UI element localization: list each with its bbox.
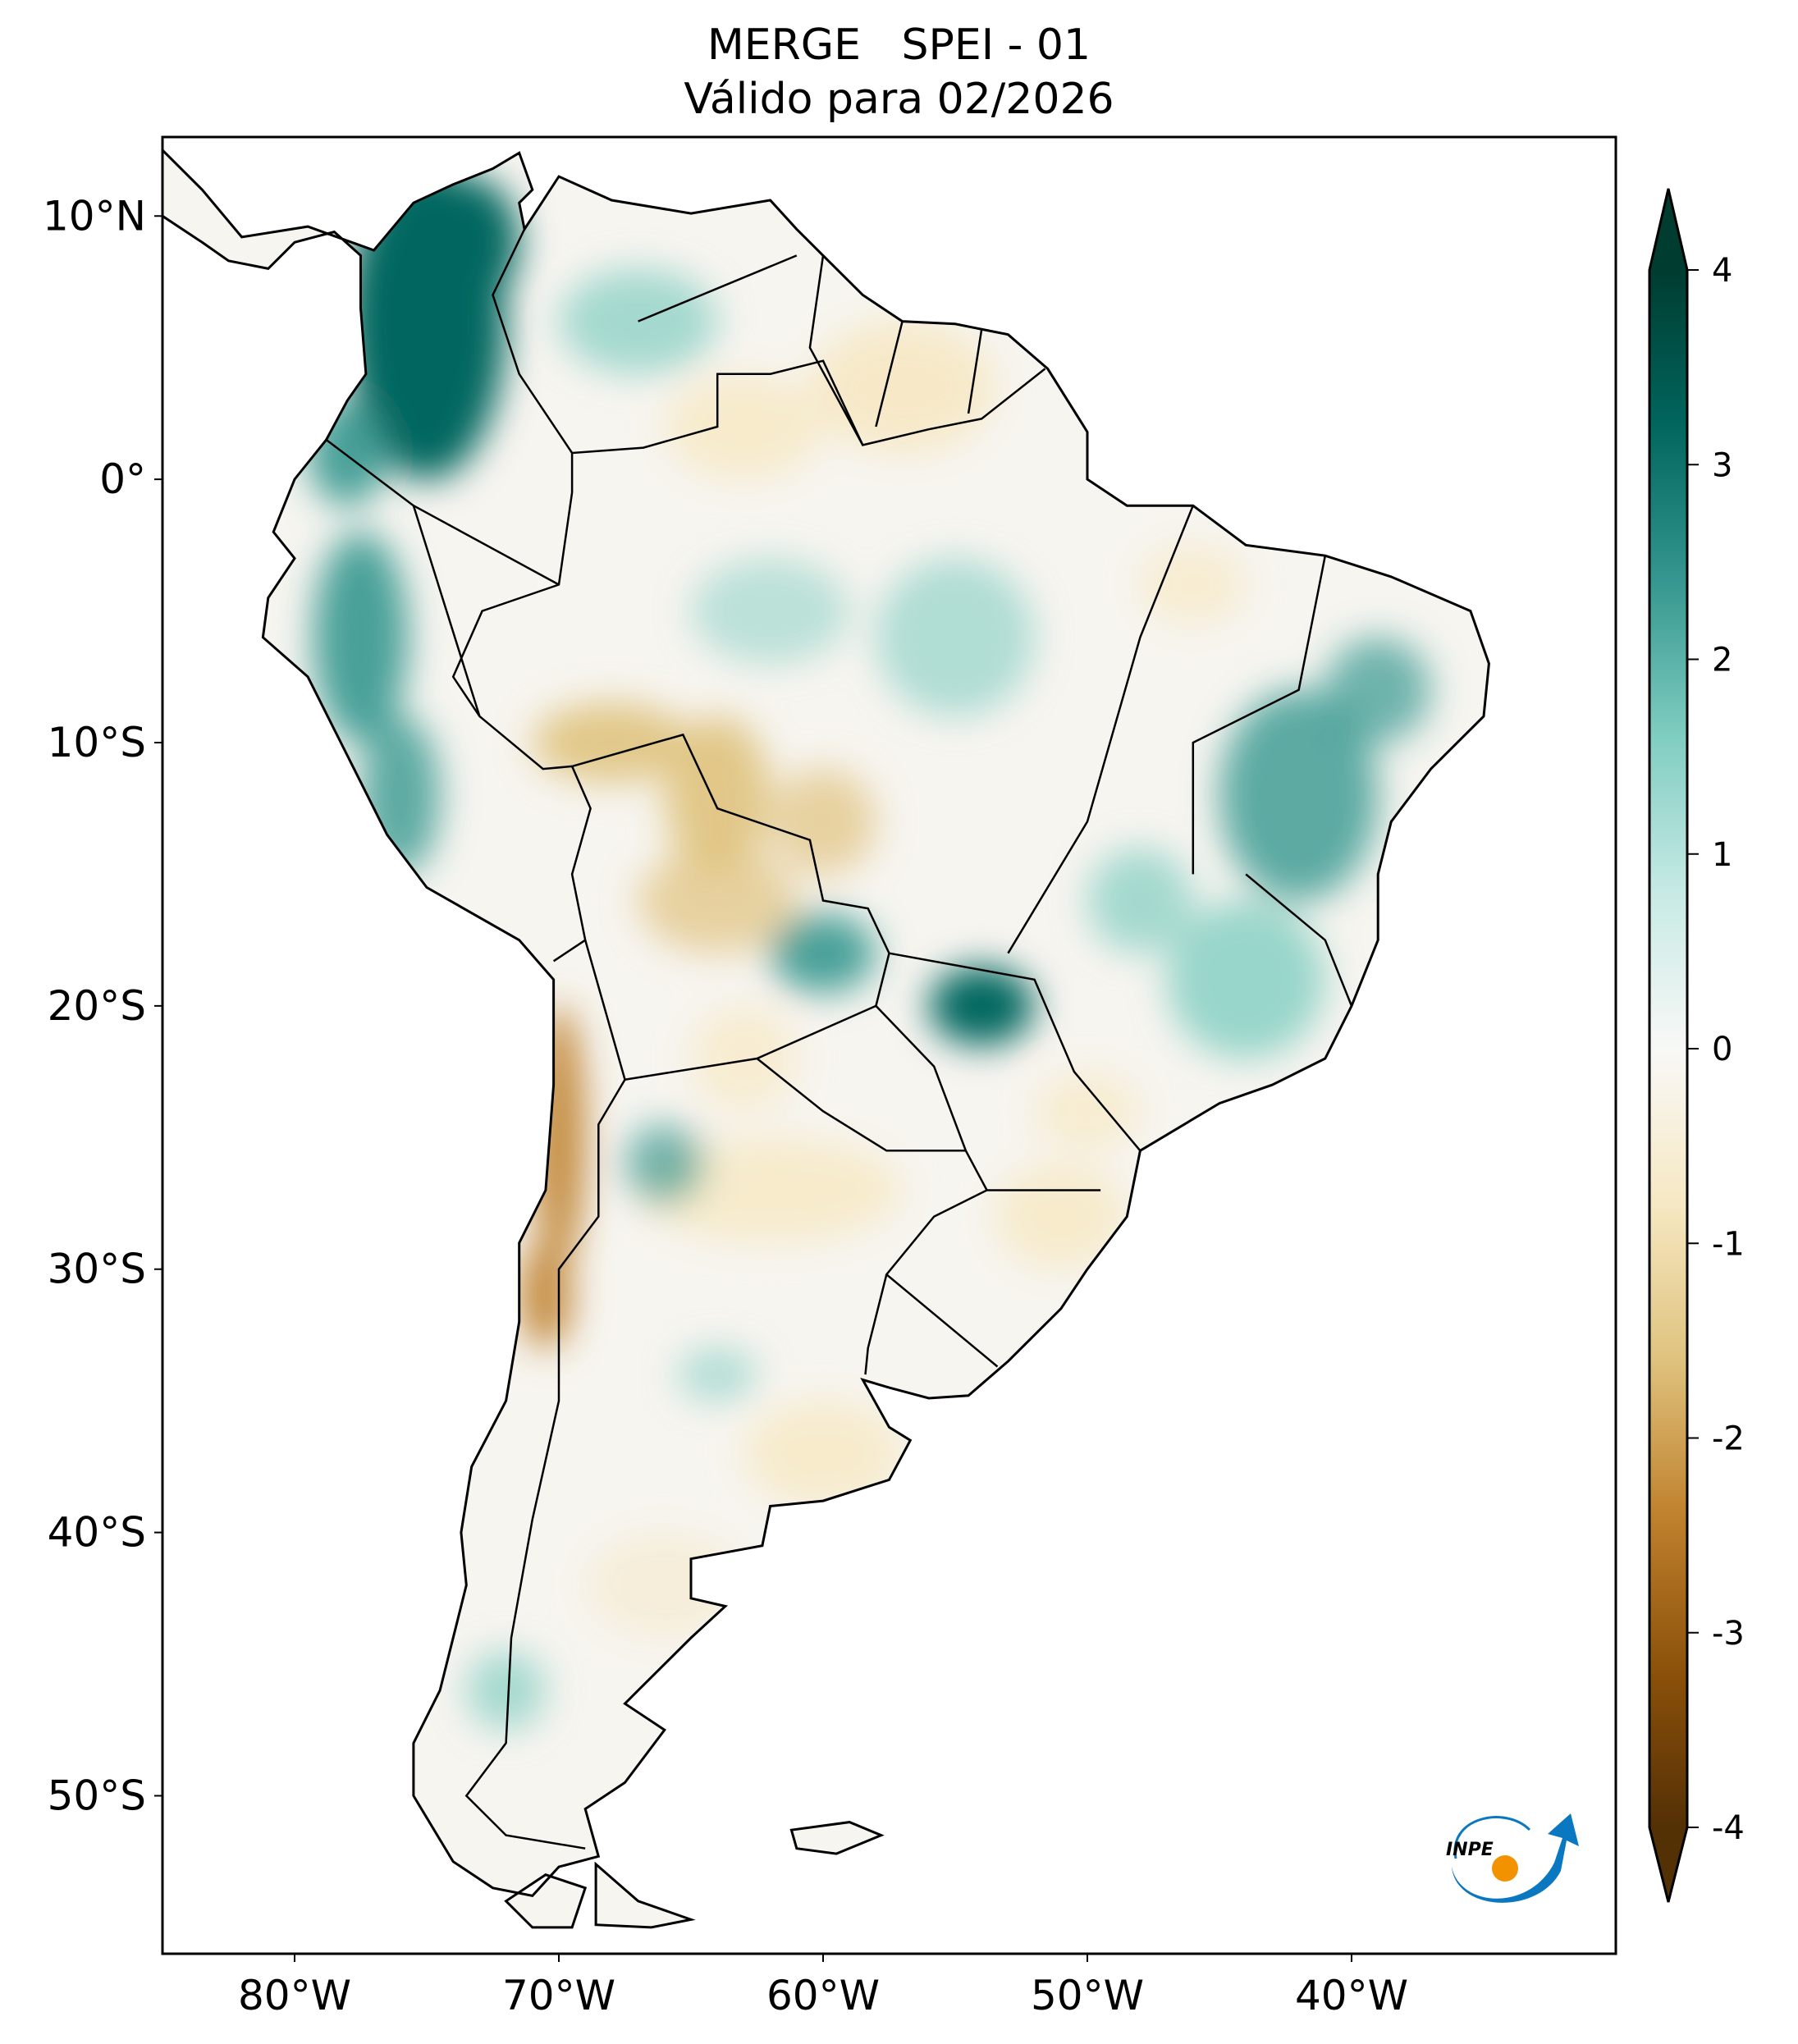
border-line [464,1079,626,1850]
colorbar-tick-label: 0 [1712,1031,1732,1068]
spei-anomaly-region [1325,637,1431,743]
spei-anomaly-region [678,1347,757,1402]
lon-tick-label: 80°W [238,1972,351,2019]
spei-anomaly-region [691,1005,797,1112]
axis-ticks: 10°N 0° 10°S 20°S 30°S 40°S 50°S 80°W 70°W 60°W 50… [43,192,1408,2019]
spei-anomaly-region [1140,545,1247,624]
border-line [1007,505,1194,954]
spei-anomaly-region [308,400,387,506]
border-line [808,255,864,446]
spei-anomaly-region [1034,1071,1141,1151]
border-line [889,952,1141,1152]
spei-anomaly-region [532,1005,586,1270]
logo-text: INPE [1446,1840,1494,1860]
spei-anomaly-region [414,176,519,309]
spei-anomaly-region [995,1164,1128,1269]
border-line [864,1273,888,1375]
border-line [552,939,586,963]
spei-anomaly-region [1219,689,1378,901]
logo-orbit-icon [1453,1816,1531,1859]
spei-anomaly-region [638,848,797,953]
lat-tick-label: 50°S [48,1772,146,1819]
coastline [162,148,1490,1929]
map-title: MERGE SPEI - 01 Válido para 02/2026 [0,18,1798,126]
spei-field [162,150,1489,1927]
spei-anomaly-region [770,768,876,875]
spei-anomaly-region [743,1400,903,1507]
spei-anomaly-region [665,716,771,875]
lat-tick-label: 20°S [48,982,146,1030]
border-line [967,329,983,414]
spei-anomaly-region [585,1532,744,1639]
border-line [413,505,560,586]
lon-tick-label: 40°W [1295,1972,1408,2019]
border-line [756,1058,966,1152]
lat-tick-label: 30°S [48,1246,146,1293]
colorbar-tick-label: -3 [1712,1615,1745,1653]
spei-anomaly-region [559,268,717,375]
colorbar-bar [1648,188,1689,1903]
lon-tick-label: 60°W [766,1972,880,2019]
logo-sun-icon [1492,1855,1518,1882]
lat-tick-label: 0° [99,455,146,503]
spei-anomaly-region [1166,900,1325,1059]
lon-tick-label: 70°W [502,1972,615,2019]
title-line-1: MERGE SPEI - 01 [707,21,1091,70]
spei-anomaly-region [810,321,995,454]
title-line-2: Válido para 02/2026 [684,75,1114,124]
colorbar-tick-label: -4 [1712,1809,1745,1847]
lat-tick-label: 10°N [43,192,146,240]
spei-anomaly-region [313,531,409,743]
lat-tick-label: 10°S [48,719,146,766]
lat-tick-label: 40°S [48,1509,146,1557]
border-line [451,359,1046,1368]
spei-anomaly-region [638,1137,903,1243]
spei-anomaly-region [876,558,1035,717]
map-frame [161,135,1617,1955]
colorbar: 4 3 2 1 0 -1 -2 -3 -4 [1648,188,1745,1903]
colorbar-tick-label: 3 [1712,446,1732,484]
border-line [1245,873,1353,1007]
spei-anomaly-region [770,913,876,993]
border-line [638,254,798,322]
colorbar-tick-label: -1 [1712,1225,1745,1263]
colorbar-tick-label: -2 [1712,1420,1745,1458]
colorbar-tick-label: 1 [1712,836,1732,874]
logo-arrow-icon [1452,1813,1579,1903]
spei-anomaly-region [691,558,849,664]
border-line [1192,555,1327,875]
spei-anomaly-region [533,702,691,783]
spei-anomaly-region [1087,848,1193,953]
colorbar-tick-label: 4 [1712,252,1732,290]
spei-anomaly-region [519,1242,573,1349]
spei-anomaly-region [466,1650,546,1731]
colorbar-tick-label: 2 [1712,642,1732,679]
lon-tick-label: 50°W [1031,1972,1144,2019]
country-borders [162,148,1490,1929]
border-line [875,321,904,428]
spei-anomaly-region [929,966,1035,1046]
spei-anomaly-region [665,373,823,480]
border-line [492,228,574,454]
spei-anomaly-region [624,1124,704,1204]
inpe-logo: INPE [1446,1813,1579,1903]
